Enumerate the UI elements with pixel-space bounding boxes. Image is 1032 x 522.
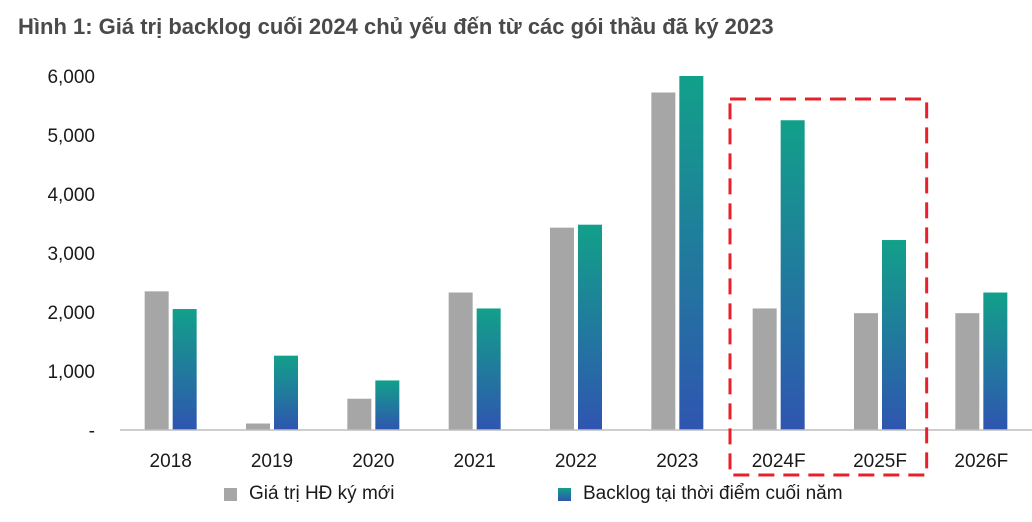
x-tick-label: 2026F bbox=[954, 451, 1008, 472]
bar-backlog-2023 bbox=[679, 76, 704, 430]
legend-item-backlog: Backlog tại thời điểm cuối năm bbox=[558, 483, 843, 505]
bar-new-contracts-2019 bbox=[246, 423, 270, 430]
y-tick-label: 2,000 bbox=[47, 303, 95, 324]
y-tick-label: 6,000 bbox=[47, 67, 95, 88]
x-tick-label: 2020 bbox=[352, 451, 394, 472]
bar-new-contracts-2026F bbox=[955, 313, 980, 430]
x-tick-label: 2022 bbox=[555, 451, 597, 472]
y-tick-label: 1,000 bbox=[47, 362, 95, 383]
bar-new-contracts-2021 bbox=[448, 292, 473, 430]
legend-label-backlog: Backlog tại thời điểm cuối năm bbox=[583, 483, 843, 504]
x-tick-label: 2024F bbox=[752, 451, 806, 472]
chart-title: Hình 1: Giá trị backlog cuối 2024 chủ yế… bbox=[18, 14, 774, 39]
legend-swatch-new-contracts bbox=[224, 487, 237, 501]
bar-backlog-2018 bbox=[172, 309, 197, 430]
y-tick-label: 4,000 bbox=[47, 185, 95, 206]
bar-backlog-2025F bbox=[882, 240, 906, 430]
y-tick-label: - bbox=[89, 421, 95, 442]
x-tick-label: 2019 bbox=[251, 451, 293, 472]
bar-new-contracts-2023 bbox=[651, 92, 676, 431]
bar-new-contracts-2018 bbox=[144, 291, 169, 430]
bar-backlog-2026F bbox=[983, 292, 1008, 430]
bar-backlog-2021 bbox=[476, 308, 501, 430]
y-tick-label: 3,000 bbox=[47, 244, 95, 265]
bar-new-contracts-2022 bbox=[550, 227, 574, 430]
bar-backlog-2020 bbox=[375, 380, 400, 430]
bar-new-contracts-2024F bbox=[752, 308, 777, 430]
x-tick-label: 2021 bbox=[454, 451, 496, 472]
y-tick-label: 5,000 bbox=[47, 126, 95, 147]
forecast-highlight-box bbox=[728, 97, 929, 477]
legend-item-new-contracts: Giá trị HĐ ký mới bbox=[224, 483, 394, 505]
bar-backlog-2019 bbox=[274, 355, 298, 430]
bar-backlog-2022 bbox=[578, 224, 602, 430]
bar-new-contracts-2025F bbox=[854, 313, 878, 430]
x-tick-label: 2018 bbox=[150, 451, 192, 472]
bar-new-contracts-2020 bbox=[347, 398, 372, 430]
bar-backlog-2024F bbox=[780, 120, 805, 430]
legend-swatch-backlog bbox=[558, 487, 571, 501]
x-tick-label: 2025F bbox=[853, 451, 907, 472]
x-tick-label: 2023 bbox=[656, 451, 698, 472]
legend-label-new-contracts: Giá trị HĐ ký mới bbox=[249, 483, 395, 504]
